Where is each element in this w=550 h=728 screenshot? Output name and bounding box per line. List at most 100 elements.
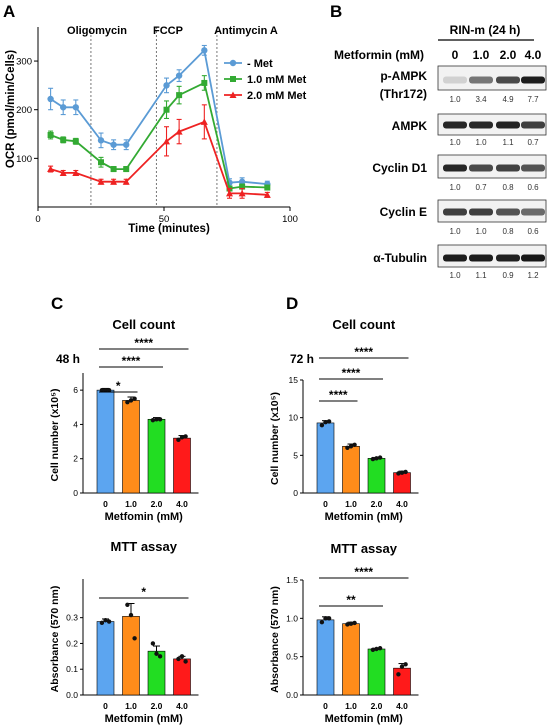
densitometry-value: 1.0 <box>475 138 487 147</box>
panel-letter-c: C <box>51 294 63 313</box>
data-point <box>179 654 185 659</box>
legend-entry: - Met <box>224 58 273 70</box>
blot-band <box>469 76 493 84</box>
significance-label: **** <box>134 336 153 350</box>
x-tick-label: 4.0 <box>396 701 408 711</box>
x-tick-label: 0 <box>323 499 328 509</box>
bar <box>173 658 191 696</box>
data-point <box>154 651 159 656</box>
bar <box>342 445 360 494</box>
data-point <box>122 178 130 185</box>
blot-band <box>443 121 467 129</box>
y-tick-label: 6 <box>73 385 78 395</box>
bar <box>96 621 115 696</box>
densitometry-value: 1.2 <box>527 271 539 280</box>
panel-letter-b: B <box>330 2 342 21</box>
data-point <box>264 184 271 191</box>
y-tick-label: 200 <box>16 105 32 116</box>
data-point <box>229 59 237 67</box>
data-point <box>123 166 130 173</box>
x-axis-label: Metfomin (mM) <box>105 511 184 523</box>
x-tick-label: 2.0 <box>371 701 383 711</box>
chart-title: Cell count <box>112 317 176 332</box>
data-point <box>60 104 67 111</box>
data-point <box>183 659 188 664</box>
data-point <box>399 664 405 669</box>
blot-band <box>521 121 545 129</box>
x-tick-label: 1.0 <box>125 499 137 509</box>
data-point <box>200 118 208 125</box>
data-point <box>163 137 171 145</box>
panel-c-48h: 48 h 0 2 4 6 0 1.0 2.0 4.0 Metfomin (mM) Cell num… <box>49 317 199 725</box>
data-point <box>370 456 376 462</box>
blot-row: Cyclin E 1.0 1.0 0.8 0.6 <box>380 199 547 236</box>
densitometry-value: 0.7 <box>527 138 539 147</box>
dose-label: 4.0 <box>525 48 542 62</box>
data-point <box>239 183 246 190</box>
significance-label: **** <box>354 345 373 359</box>
densitometry-value: 4.9 <box>502 95 514 104</box>
y-tick-label: 0 <box>293 488 298 498</box>
series-square <box>47 75 271 192</box>
x-tick-label: 4.0 <box>176 701 188 711</box>
data-point <box>396 672 401 677</box>
bar <box>122 400 140 494</box>
significance-label: * <box>141 585 146 599</box>
blot-band <box>469 121 493 129</box>
chart-title: MTT assay <box>331 541 398 556</box>
x-axis-label: Metfomin (mM) <box>325 713 404 725</box>
x-axis-label: Metfomin (mM) <box>325 511 404 523</box>
data-point <box>176 656 181 662</box>
data-point <box>97 137 105 144</box>
series-line <box>50 81 268 190</box>
data-point <box>150 641 156 646</box>
data-point <box>123 141 130 148</box>
timepoint-label: 48 h <box>56 352 80 366</box>
data-point <box>319 619 325 625</box>
x-axis-label: Metfomin (mM) <box>105 713 184 725</box>
legend-entry: 1.0 mM Met <box>224 74 307 86</box>
blot-label: p-AMPK <box>380 69 427 83</box>
blot-band <box>496 208 520 216</box>
x-tick-label: 0 <box>103 499 108 509</box>
bar <box>393 667 411 696</box>
data-point <box>183 434 188 439</box>
data-point <box>59 169 67 176</box>
data-point <box>125 399 130 405</box>
x-axis-label: Time (minutes) <box>128 223 210 235</box>
legend-label: 1.0 mM Met <box>247 74 307 86</box>
bar <box>367 648 386 696</box>
dose-label: 2.0 <box>500 48 517 62</box>
blot-label: Cyclin E <box>380 205 427 219</box>
legend-entry: 2.0 mM Met <box>224 90 307 102</box>
bar <box>96 389 115 494</box>
x-tick-label: 0 <box>323 701 328 711</box>
panel-b-western-blots: RIN-m (24 h) Metformin (mM) 0 1.0 2.0 4.0 p-… <box>334 23 547 280</box>
bar <box>173 437 191 494</box>
data-point <box>326 419 332 424</box>
x-tick-label: 50 <box>159 214 170 225</box>
blot-row: α-Tubulin 1.0 1.1 0.9 1.2 <box>373 244 547 280</box>
x-tick-label: 1.0 <box>345 499 357 509</box>
cell-count-chart: 0 2 4 6 0 1.0 2.0 4.0 Metfomin (mM) Cell number (… <box>49 317 199 523</box>
blot-band <box>496 76 520 84</box>
y-tick-label: 0.2 <box>66 638 78 648</box>
data-point <box>47 132 54 138</box>
blot-band <box>443 164 467 172</box>
injection-label: Oligomycin <box>67 25 127 37</box>
data-point <box>98 159 104 166</box>
data-point <box>72 138 79 145</box>
y-axis-label: Absorbance (570 nm) <box>269 586 281 693</box>
blot-band <box>521 208 545 216</box>
y-tick-label: 1.5 <box>286 575 298 585</box>
y-tick-label: 0.1 <box>66 664 78 674</box>
x-tick-label: 0 <box>35 214 40 225</box>
data-point <box>263 191 271 198</box>
data-point <box>201 47 208 54</box>
data-point <box>97 178 105 185</box>
y-axis-label: OCR (pmol/min/Cells) <box>5 50 17 168</box>
panel-letter-a: A <box>3 2 15 21</box>
x-tick-label: 2.0 <box>151 499 163 509</box>
data-point <box>370 647 376 652</box>
